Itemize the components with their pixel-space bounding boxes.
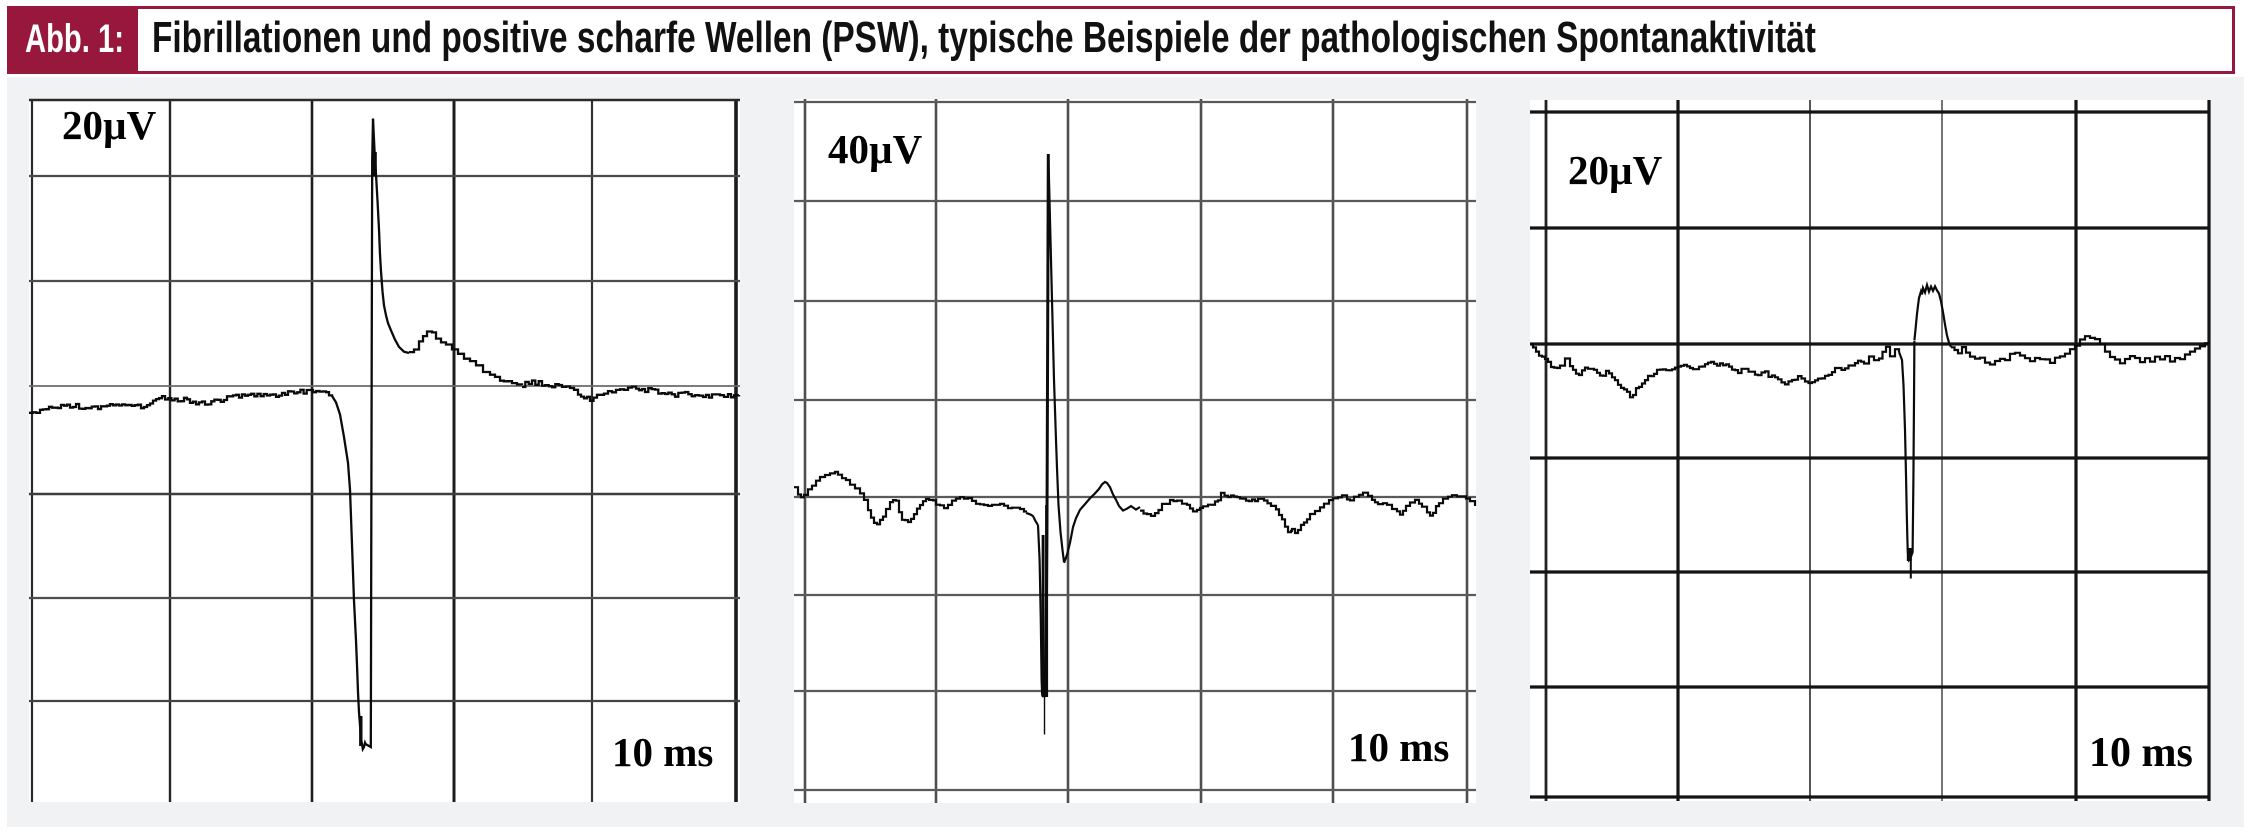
svg-text:10 ms: 10 ms (612, 729, 713, 775)
svg-text:10 ms: 10 ms (1348, 724, 1449, 770)
svg-text:20µV: 20µV (1568, 147, 1663, 193)
svg-text:10 ms: 10 ms (2089, 730, 2193, 776)
svg-text:40µV: 40µV (828, 126, 923, 172)
svg-text:20µV: 20µV (62, 102, 157, 148)
